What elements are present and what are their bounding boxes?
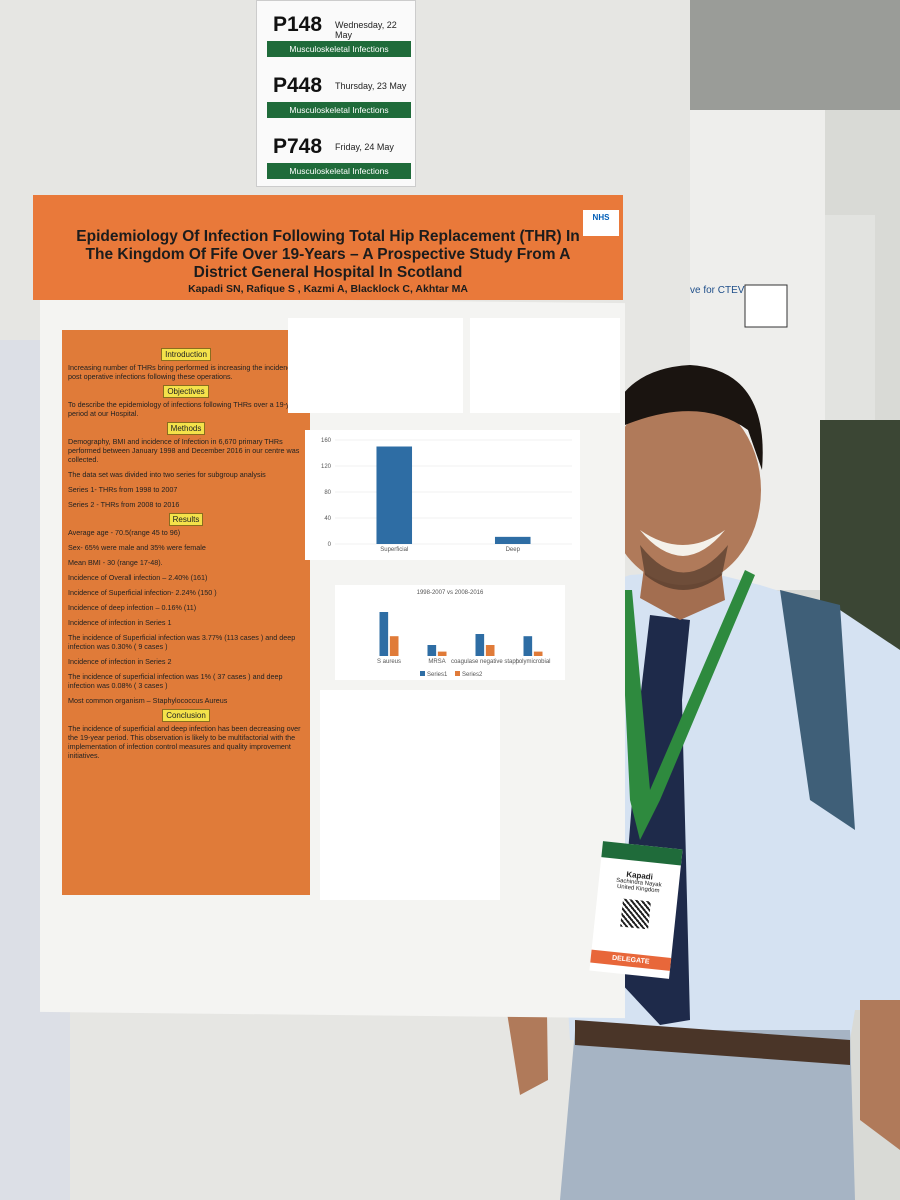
section-heading: Results bbox=[68, 513, 304, 526]
x-tick-label: coagulase negative staph bbox=[451, 659, 519, 665]
trousers bbox=[560, 1030, 855, 1200]
section-heading: Methods bbox=[68, 422, 304, 435]
face bbox=[605, 395, 761, 585]
beard bbox=[640, 545, 728, 590]
section-text: Increasing number of THRs bring performe… bbox=[68, 363, 303, 381]
poster-header: NHS Epidemiology Of Infection Following … bbox=[33, 195, 623, 300]
poster-text-panel: Introduction Increasing number of THRs br… bbox=[62, 330, 310, 895]
section-heading-text: Results bbox=[168, 513, 204, 526]
x-tick-label: Superficial bbox=[380, 547, 408, 553]
session-code: P748 bbox=[273, 135, 323, 158]
section-heading-text: Methods bbox=[166, 422, 206, 435]
y-tick-label: 120 bbox=[321, 464, 332, 470]
chart: 1998-2007 vs 2008-2016 S aureus MRSA coagul… bbox=[335, 585, 565, 680]
x-tick-label: polymicrobial bbox=[515, 659, 550, 665]
section-heading-text: Conclusion bbox=[162, 709, 210, 722]
legend-label: Series2 bbox=[462, 672, 483, 678]
chart-placeholder bbox=[470, 318, 620, 413]
chart-placeholder bbox=[288, 318, 463, 413]
section-text: Incidence of Overall infection – 2.40% (… bbox=[68, 573, 208, 582]
y-tick-label: 0 bbox=[328, 542, 332, 548]
session-row: P448 Thursday, 23 May Musculoskeletal Infe… bbox=[257, 62, 415, 123]
session-row: P148 Wednesday, 22 May Musculoskeletal Inf… bbox=[257, 1, 415, 62]
section-text: Series 1- THRs from 1998 to 2007 bbox=[68, 485, 178, 494]
session-topic: Musculoskeletal Infections bbox=[267, 41, 411, 57]
session-topic: Musculoskeletal Infections bbox=[267, 163, 411, 179]
session-date: Wednesday, 22 May bbox=[335, 20, 397, 40]
legend-label: Series1 bbox=[427, 672, 448, 678]
legend-swatch bbox=[420, 671, 425, 676]
badge-role: DELEGATE bbox=[590, 949, 672, 971]
session-code: P148 bbox=[273, 13, 323, 36]
section-text: The incidence of superficial and deep in… bbox=[68, 724, 301, 760]
section-heading: Introduction bbox=[68, 348, 304, 361]
bar bbox=[376, 446, 413, 544]
chart: 0 40 80 120 160 Superficial Deep bbox=[305, 430, 580, 560]
section-text: Series 2 - THRs from 2008 to 2016 bbox=[68, 500, 180, 509]
x-tick-label: Deep bbox=[506, 547, 521, 553]
section-text: The incidence of superficial infection w… bbox=[68, 672, 283, 690]
section-text: Incidence of infection in Series 1 bbox=[68, 618, 172, 627]
bar bbox=[427, 645, 437, 656]
bar bbox=[379, 612, 389, 656]
y-tick-label: 80 bbox=[324, 490, 331, 496]
section-text: Incidence of deep infection – 0.16% (11) bbox=[68, 603, 197, 612]
session-sign: P148 Wednesday, 22 May Musculoskeletal Inf… bbox=[256, 0, 416, 187]
bar bbox=[523, 636, 533, 656]
section-text: Incidence of infection in Series 2 bbox=[68, 657, 172, 666]
section-heading-text: Introduction bbox=[161, 348, 211, 361]
session-date: Friday, 24 May bbox=[335, 142, 394, 152]
smile bbox=[640, 530, 725, 556]
chart-title: 1998-2007 vs 2008-2016 bbox=[417, 590, 484, 596]
bar bbox=[389, 636, 399, 656]
section-heading-text: Objectives bbox=[163, 385, 209, 398]
logo: NHS bbox=[583, 210, 619, 236]
section-text: The data set was divided into two series… bbox=[68, 470, 266, 479]
side-poster-heading: ve for CTEV bbox=[690, 285, 745, 296]
chart-placeholder bbox=[320, 690, 500, 900]
section-text: Mean BMI - 30 (range 17-48). bbox=[68, 558, 163, 567]
name-badge: Kapadi Sachindra Nayak United Kingdom DE… bbox=[589, 841, 683, 979]
belt bbox=[575, 1020, 850, 1065]
section-text: Incidence of Superficial infection- 2.24… bbox=[68, 588, 217, 597]
x-tick-label: S aureus bbox=[377, 659, 401, 665]
legend-swatch bbox=[455, 671, 460, 676]
chart-bg bbox=[305, 430, 580, 560]
bar bbox=[475, 634, 485, 656]
x-tick-label: MRSA bbox=[428, 659, 445, 665]
hair bbox=[602, 365, 763, 470]
section-text: Most common organism – Staphylococcus Au… bbox=[68, 696, 228, 705]
section-text: Average age - 70.5(range 45 to 96) bbox=[68, 528, 181, 537]
poster-title: Epidemiology Of Infection Following Tota… bbox=[76, 228, 580, 281]
session-row: P748 Friday, 24 May Musculoskeletal Infect… bbox=[257, 123, 415, 184]
bar bbox=[533, 651, 543, 656]
bar bbox=[494, 536, 531, 544]
section-text: The incidence of Superficial infection w… bbox=[68, 633, 296, 651]
section-text: To describe the epidemiology of infectio… bbox=[68, 400, 300, 418]
lanyard bbox=[620, 570, 755, 840]
section-heading: Objectives bbox=[68, 385, 304, 398]
ceiling bbox=[690, 0, 900, 110]
section-text: Demography, BMI and incidence of Infecti… bbox=[68, 437, 300, 464]
bar bbox=[485, 645, 495, 656]
qr-code bbox=[744, 284, 788, 328]
poster-authors: Kapadi SN, Rafique S , Kazmi A, Blackloc… bbox=[188, 283, 468, 295]
session-topic: Musculoskeletal Infections bbox=[267, 102, 411, 118]
section-heading: Conclusion bbox=[68, 709, 304, 722]
section-text: Sex- 65% were male and 35% were female bbox=[68, 543, 206, 552]
session-code: P448 bbox=[273, 74, 323, 97]
y-tick-label: 40 bbox=[324, 516, 331, 522]
bar bbox=[437, 651, 447, 656]
session-date: Thursday, 23 May bbox=[335, 81, 407, 91]
y-tick-label: 160 bbox=[321, 438, 332, 444]
chart-bg bbox=[335, 585, 565, 680]
